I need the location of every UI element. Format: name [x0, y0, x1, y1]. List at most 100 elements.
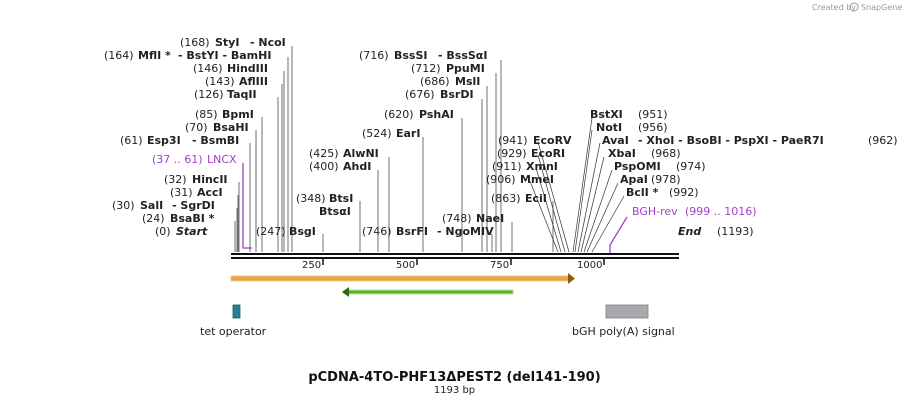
site-extra: - BstYI - BamHI [178, 49, 271, 62]
site-name: EciI [525, 192, 547, 205]
site-name: Esp3I [147, 134, 181, 147]
site-position: (716) [359, 49, 389, 62]
site-position: (425) [309, 147, 339, 160]
map-length: 1193 bp [434, 385, 475, 396]
site-name: StyI [215, 36, 239, 49]
site-position: (992) [669, 186, 699, 199]
site-position: (32) [164, 173, 187, 186]
site-position: (956) [638, 121, 668, 134]
site-name: BsrFI [396, 225, 428, 238]
site-position: (146) [193, 62, 223, 75]
site-label: (676) BsrDI [405, 88, 474, 101]
site-name: HincII [192, 173, 228, 186]
site-label: (929) EcoRI [497, 147, 565, 160]
site-label: BclI * (992) [626, 186, 699, 199]
site-label: (70) BsaHI [185, 121, 249, 134]
site-name: PpuMI [446, 62, 485, 75]
primer-range: (999 .. 1016) [685, 205, 757, 218]
site-position: (978) [651, 173, 681, 186]
site-label: (746) BsrFI - NgoMIV [362, 225, 494, 238]
site-name: BpmI [222, 108, 254, 121]
site-extra: - SgrDI [172, 199, 215, 212]
site-extra: - NcoI [250, 36, 286, 49]
sequence-backbone [231, 253, 679, 265]
end-label: End [678, 225, 701, 238]
site-label: XbaI (968) [608, 147, 681, 160]
site-name: EcoRV [533, 134, 572, 147]
site-name: ApaI [620, 173, 648, 186]
site-position: (686) [420, 75, 450, 88]
site-position: (676) [405, 88, 435, 101]
site-name: XmnI [526, 160, 558, 173]
primer-range: (37 .. 61) [152, 153, 203, 166]
site-extra: - NgoMIV [437, 225, 494, 238]
site-label: NotI (956) [596, 121, 668, 134]
site-label: (863) EciI [491, 192, 547, 205]
site-name: MflI * [138, 49, 171, 62]
site-label: (906) MmeI [486, 173, 554, 186]
site-position: (746) [362, 225, 392, 238]
site-label: (31) AccI [170, 186, 223, 199]
primer-name: LNCX [207, 153, 237, 166]
end-position: (1193) [717, 225, 754, 238]
site-name: BtsαI [319, 205, 351, 218]
site-position: (974) [676, 160, 706, 173]
site-connector-lines [234, 46, 625, 253]
site-label: BstXI (951) [590, 108, 668, 121]
site-position: (863) [491, 192, 521, 205]
snapgene-logo-icon [849, 2, 859, 12]
site-position: (168) [180, 36, 210, 49]
site-label: (24) BsaBI * [142, 212, 215, 225]
tick-label: 250 [302, 260, 321, 271]
site-name: AflIII [239, 75, 268, 88]
tet-operator-feature [232, 304, 241, 319]
site-label: (524) EarI [362, 127, 420, 140]
site-label: (348) BtsI [296, 192, 353, 205]
site-name: XbaI [608, 147, 636, 160]
site-name: BssSI [394, 49, 428, 62]
site-position: (748) [442, 212, 472, 225]
site-label: BtsαI [319, 205, 351, 218]
snapgene-credit: Created by SnapGene [812, 2, 902, 12]
site-label: (400) AhdI [309, 160, 371, 173]
site-position: (968) [651, 147, 681, 160]
tick-label: 750 [490, 260, 509, 271]
site-label: (247) BsgI [256, 225, 316, 238]
bgh-polya-feature [605, 304, 649, 319]
site-label: (425) AlwNI [309, 147, 379, 160]
site-position: (126) [194, 88, 224, 101]
site-name: EarI [396, 127, 420, 140]
site-name: BclI * [626, 186, 659, 199]
bgh-polya-label: bGH poly(A) signal [572, 325, 675, 338]
site-label: (620) PshAI [384, 108, 454, 121]
site-name: EcoRI [531, 147, 565, 160]
site-label: (143) AflIII [205, 75, 268, 88]
site-name: HindIII [227, 62, 268, 75]
site-label: (126) TaqII [194, 88, 257, 101]
primer-label-lncx: (37 .. 61) LNCX [152, 153, 237, 166]
site-position: (247) [256, 225, 286, 238]
site-position: (962) [868, 134, 898, 147]
primer-name: BGH-rev [632, 205, 678, 218]
site-position: (164) [104, 49, 134, 62]
start-label: Start [176, 225, 208, 238]
bgh-rev-primer-line [609, 216, 628, 255]
site-position: (911) [492, 160, 522, 173]
site-position: (31) [170, 186, 193, 199]
site-label: (30) SalI - SgrDI [112, 199, 215, 212]
site-label: (168) StyI - NcoI [180, 36, 286, 49]
site-extra: - BssSαI [438, 49, 487, 62]
site-position: (85) [195, 108, 218, 121]
tet-operator-label: tet operator [200, 325, 267, 338]
credit-text: Created by [812, 3, 856, 12]
site-position: (30) [112, 199, 135, 212]
site-label: (85) BpmI [195, 108, 254, 121]
tick-label: 500 [396, 260, 415, 271]
site-position: (400) [309, 160, 339, 173]
site-label: ApaI (978) [620, 173, 681, 186]
site-label: (716) BssSI - BssSαI [359, 49, 487, 62]
site-position: (951) [638, 108, 668, 121]
map-title: pCDNA-4TO-PHF13ΔPEST2 (del141-190) [308, 370, 600, 385]
snapgene-brand: SnapGene [861, 3, 902, 12]
primer-label-bgh-rev: BGH-rev (999 .. 1016) [632, 205, 757, 218]
